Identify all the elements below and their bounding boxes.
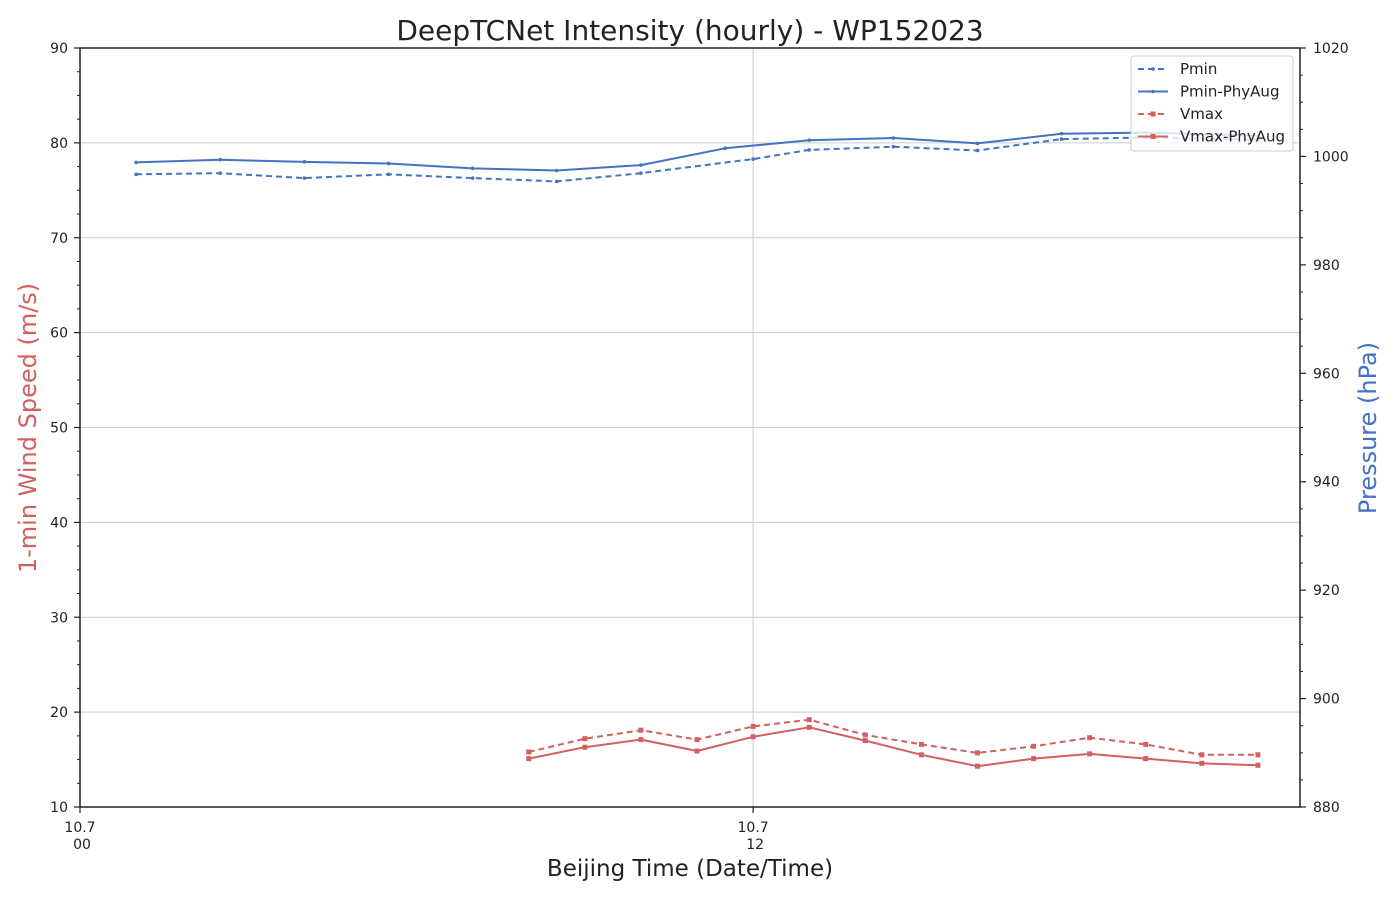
y-tick-label-right: 980 — [1313, 258, 1340, 274]
data-point-vmax-phyaug — [806, 724, 812, 730]
data-point-vmax — [526, 749, 532, 755]
legend-marker-pmin — [1151, 67, 1155, 71]
data-point-pmin-phyaug — [134, 160, 138, 165]
y-tick-label-right: 920 — [1313, 583, 1340, 599]
data-point-pmin — [554, 179, 559, 184]
y-tick-label-left: 30 — [50, 610, 68, 626]
data-point-pmin — [134, 172, 138, 177]
y-tick-label-left: 20 — [50, 705, 68, 721]
data-point-vmax — [1031, 743, 1037, 749]
data-point-vmax-phyaug — [582, 744, 588, 750]
data-point-pmin — [218, 171, 223, 176]
series-line-vmax-phyaug — [528, 726, 1258, 768]
legend-label-pmin-phyaug: Pmin-PhyAug — [1180, 83, 1279, 101]
data-point-pmin-phyaug — [723, 146, 727, 151]
data-point-vmax-phyaug — [1087, 751, 1093, 757]
series-layer — [134, 130, 1261, 769]
data-point-vmax-phyaug — [974, 763, 980, 769]
y-tick-label-right: 880 — [1313, 800, 1340, 816]
data-point-vmax — [918, 741, 924, 747]
data-point-vmax — [1087, 735, 1093, 741]
y-tick-label-right: 960 — [1313, 366, 1340, 382]
x-tick-label-date: 10.7 — [738, 820, 769, 836]
data-point-pmin — [470, 176, 475, 180]
data-point-vmax — [974, 750, 980, 756]
legend-label-vmax-phyaug: Vmax-PhyAug — [1180, 128, 1285, 146]
data-point-vmax — [582, 736, 588, 742]
data-point-pmin — [302, 176, 307, 180]
data-point-pmin-phyaug — [470, 166, 475, 171]
data-point-pmin-phyaug — [386, 161, 391, 166]
data-point-vmax-phyaug — [750, 734, 756, 740]
legend-box — [1130, 55, 1294, 152]
data-point-pmin — [975, 148, 980, 153]
chart-title: DeepTCNet Intensity (hourly) - WP152023 — [396, 14, 983, 47]
data-point-vmax-phyaug — [526, 756, 532, 762]
x-tick-label-date: 10.7 — [64, 820, 95, 836]
data-point-vmax-phyaug — [1143, 756, 1149, 762]
data-point-pmin-phyaug — [807, 138, 811, 142]
y-tick-label-left: 80 — [50, 136, 68, 152]
data-point-vmax — [750, 723, 756, 729]
grid-layer — [80, 47, 1300, 808]
y-tick-label-left: 60 — [50, 326, 68, 342]
y-tick-label-right: 940 — [1313, 475, 1340, 491]
data-point-vmax-phyaug — [694, 748, 700, 754]
legend: Pmin Pmin-PhyAug Vmax Vmax-PhyAug — [1130, 55, 1294, 152]
data-point-vmax-phyaug — [1199, 760, 1205, 766]
data-point-pmin — [639, 171, 643, 176]
data-point-pmin-phyaug — [975, 141, 980, 146]
y-tick-label-left: 10 — [50, 800, 68, 816]
data-point-vmax-phyaug — [862, 738, 868, 744]
y-tick-label-right: 900 — [1313, 692, 1340, 708]
series-line-pmin-phyaug — [136, 131, 1258, 172]
data-point-vmax-phyaug — [1031, 756, 1037, 762]
y-axis-title-left: 1-min Wind Speed (m/s) — [14, 283, 42, 573]
data-point-pmin-phyaug — [891, 136, 896, 140]
legend-label-pmin: Pmin — [1180, 60, 1217, 78]
data-point-vmax — [1255, 752, 1261, 758]
data-point-pmin-phyaug — [554, 168, 559, 173]
data-point-pmin-phyaug — [1059, 131, 1064, 136]
data-point-vmax-phyaug — [1255, 762, 1261, 768]
y-tick-label-left: 50 — [50, 421, 68, 437]
legend-entries: Pmin Pmin-PhyAug Vmax Vmax-PhyAug — [1138, 60, 1285, 146]
y-tick-label-left: 40 — [50, 515, 68, 531]
axis-layer: 1020304050607080908809009209409609801000… — [50, 41, 1348, 853]
legend-marker-pmin-phyaug — [1151, 89, 1155, 94]
data-point-vmax — [694, 737, 700, 743]
data-point-pmin-phyaug — [218, 157, 223, 162]
data-point-pmin — [1059, 137, 1064, 141]
data-point-vmax — [1143, 741, 1149, 747]
y-tick-label-left: 90 — [50, 41, 68, 57]
series-line-vmax — [528, 718, 1258, 756]
data-point-vmax — [638, 727, 644, 733]
x-tick-label-time: 00 — [73, 837, 91, 853]
data-point-pmin — [751, 157, 755, 161]
data-point-vmax — [862, 732, 868, 738]
y-axis-title-right: Pressure (hPa) — [1354, 342, 1382, 514]
y-tick-label-right: 1000 — [1313, 149, 1349, 165]
data-point-pmin — [807, 148, 811, 152]
data-point-pmin-phyaug — [639, 163, 643, 167]
data-point-pmin — [891, 144, 896, 149]
legend-marker-vmax — [1150, 111, 1156, 117]
x-tick-label-time: 12 — [746, 837, 764, 853]
data-point-pmin — [386, 172, 391, 177]
series-line-pmin — [136, 136, 1258, 183]
legend-label-vmax: Vmax — [1180, 105, 1223, 123]
x-axis-title: Beijing Time (Date/Time) — [547, 856, 833, 882]
data-point-pmin-phyaug — [302, 160, 307, 164]
data-point-vmax — [1199, 752, 1205, 758]
data-point-vmax — [806, 717, 812, 723]
legend-marker-vmax-phyaug — [1150, 134, 1156, 139]
data-point-vmax-phyaug — [638, 737, 644, 743]
data-point-vmax-phyaug — [918, 752, 924, 758]
y-tick-label-right: 1020 — [1313, 41, 1349, 57]
y-tick-label-left: 70 — [50, 231, 68, 247]
